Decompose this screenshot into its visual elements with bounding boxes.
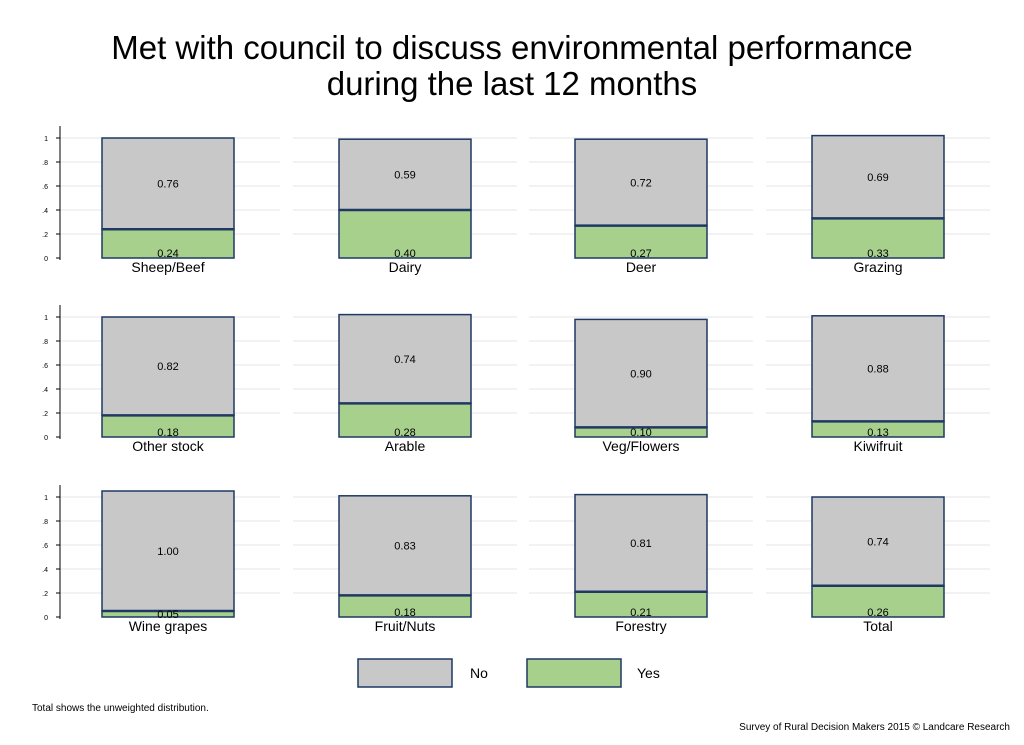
data-label-no: 0.74	[394, 354, 415, 366]
bar-yes	[101, 228, 235, 259]
y-tick-label: .4	[42, 387, 48, 394]
data-label-yes: 0.21	[630, 607, 651, 619]
data-label-no: 1.00	[157, 546, 178, 558]
bar-no	[811, 315, 945, 423]
panel-label: Fruit/Nuts	[375, 618, 436, 634]
bar-yes	[811, 585, 945, 618]
bar-yes	[574, 591, 708, 618]
data-label-no: 0.82	[157, 361, 178, 373]
data-label-yes: 0.13	[867, 427, 888, 439]
panel-label: Total	[863, 618, 893, 634]
bar-no	[574, 318, 708, 429]
data-label-yes: 0.24	[157, 248, 178, 260]
y-tick-label: .8	[42, 160, 48, 167]
bar-no	[101, 316, 235, 417]
panel-label: Other stock	[132, 438, 205, 454]
y-tick-label: .6	[42, 543, 48, 550]
bar-no	[811, 134, 945, 220]
y-tick-label: 0	[44, 435, 48, 442]
data-label-no: 0.76	[157, 179, 178, 191]
bar-no	[338, 313, 472, 405]
data-label-no: 0.81	[630, 538, 651, 550]
data-label-yes: 0.28	[394, 427, 415, 439]
panel-label: Dairy	[389, 259, 422, 275]
bar-no	[811, 496, 945, 587]
y-tick-label: .8	[42, 519, 48, 526]
panel-label: Sheep/Beef	[131, 259, 204, 275]
panel-label: Kiwifruit	[853, 438, 902, 454]
bar-no	[101, 137, 235, 230]
legend-label-no: No	[470, 665, 488, 681]
panel-label: Wine grapes	[129, 618, 208, 634]
y-tick-label: 1	[44, 136, 48, 143]
data-label-yes: 0.33	[867, 248, 888, 260]
data-label-yes: 0.26	[867, 607, 888, 619]
bar-no	[574, 138, 708, 227]
panel-label: Grazing	[853, 259, 902, 275]
data-label-yes: 0.10	[630, 427, 651, 439]
y-tick-label: .2	[42, 411, 48, 418]
data-label-yes: 0.18	[394, 607, 415, 619]
data-label-no: 0.69	[867, 172, 888, 184]
source-credit: Survey of Rural Decision Makers 2015 © L…	[739, 722, 1010, 733]
footnote: Total shows the unweighted distribution.	[32, 703, 209, 714]
panel-label: Arable	[385, 438, 426, 454]
y-tick-label: .6	[42, 363, 48, 370]
data-label-yes: 0.18	[157, 427, 178, 439]
y-tick-label: .2	[42, 232, 48, 239]
y-tick-label: 0	[44, 256, 48, 263]
bar-no	[101, 490, 235, 612]
y-tick-label: .6	[42, 184, 48, 191]
bar-no	[338, 495, 472, 597]
legend-swatch-yes	[526, 658, 622, 688]
data-label-no: 0.83	[394, 541, 415, 553]
data-label-no: 0.88	[867, 364, 888, 376]
y-tick-label: .4	[42, 567, 48, 574]
data-label-no: 0.72	[630, 177, 651, 189]
legend-label-yes: Yes	[637, 665, 660, 681]
bar-yes	[338, 209, 472, 259]
y-tick-label: .8	[42, 339, 48, 346]
panel-label: Deer	[626, 259, 657, 275]
y-tick-label: .2	[42, 591, 48, 598]
data-label-yes: 0.40	[394, 248, 415, 260]
y-tick-label: .4	[42, 208, 48, 215]
y-tick-label: 1	[44, 495, 48, 502]
y-tick-label: 1	[44, 315, 48, 322]
data-label-no: 0.74	[867, 536, 888, 548]
data-label-no: 0.59	[394, 170, 415, 182]
chart-title-line2: during the last 12 months	[326, 65, 698, 102]
data-label-no: 0.90	[630, 368, 651, 380]
bar-yes	[574, 224, 708, 259]
bar-no	[338, 138, 472, 211]
data-label-yes: 0.27	[630, 248, 651, 260]
panel-label: Forestry	[615, 618, 666, 634]
chart-title-line1: Met with council to discuss environmenta…	[111, 29, 913, 66]
data-label-yes: 0.05	[157, 609, 178, 621]
legend-swatch-no	[357, 658, 453, 688]
y-tick-label: 0	[44, 615, 48, 622]
panel-label: Veg/Flowers	[602, 438, 679, 454]
